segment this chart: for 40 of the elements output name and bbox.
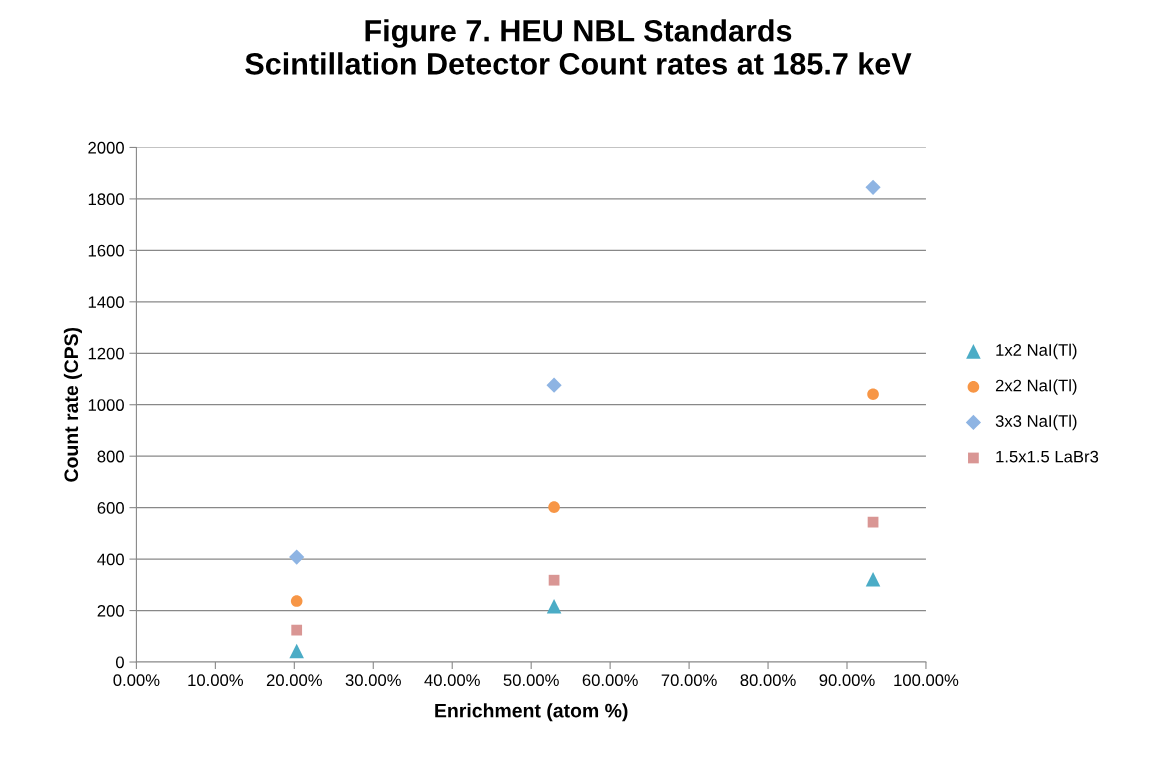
x-tick-label: 10.00%: [188, 674, 244, 687]
legend-label: 1x2 NaI(Tl): [996, 343, 1077, 360]
x-tick-label: 50.00%: [503, 674, 559, 687]
x-tick-label: 30.00%: [345, 674, 401, 687]
x-tick-label: 100.00%: [894, 674, 959, 687]
point: [546, 598, 562, 614]
y-tick-label: 0: [115, 656, 124, 669]
y-tick-label: 1800: [88, 193, 124, 206]
point: [865, 571, 881, 587]
legend-label: 2x2 NaI(Tl): [995, 379, 1077, 395]
x-tick-label: 0.00%: [113, 674, 160, 687]
y-tick-label: 400: [97, 553, 124, 566]
x-tick-label: 40.00%: [424, 674, 480, 687]
point: [291, 624, 303, 636]
legend-label: 1.5x1.5 LaBr3: [996, 450, 1099, 463]
x-axis-title: Enrichment (atom %): [435, 703, 628, 722]
y-tick-label: 1600: [88, 244, 124, 257]
y-tick-label: 1000: [88, 399, 124, 411]
point: [548, 574, 560, 586]
point: [865, 179, 881, 195]
x-tick-label: 70.00%: [661, 674, 717, 687]
x-tick-label: 80.00%: [740, 674, 796, 687]
x-tick-label: 90.00%: [819, 674, 875, 687]
y-tick-label: 200: [97, 604, 124, 617]
legend-label: 3x3 NaI(Tl): [995, 414, 1077, 431]
y-tick-label: 600: [97, 502, 124, 514]
point: [548, 501, 560, 513]
chart-title: Figure 7. HEU NBL Standards Scintillation Detector Count rates at 185.7 keV: [245, 19, 912, 75]
x-tick-label: 20.00%: [266, 674, 322, 687]
y-tick-label: 800: [97, 450, 124, 463]
point: [867, 388, 879, 400]
point: [289, 549, 305, 565]
point: [289, 643, 304, 659]
x-tick-label: 60.00%: [582, 674, 638, 687]
y-tick-label: 1400: [88, 296, 124, 309]
point: [290, 595, 303, 607]
y-tick-label: 1200: [88, 347, 124, 360]
y-tick-label: 2000: [88, 141, 124, 154]
y-axis-title: Count rate (CPS): [63, 327, 82, 482]
point: [546, 377, 562, 393]
